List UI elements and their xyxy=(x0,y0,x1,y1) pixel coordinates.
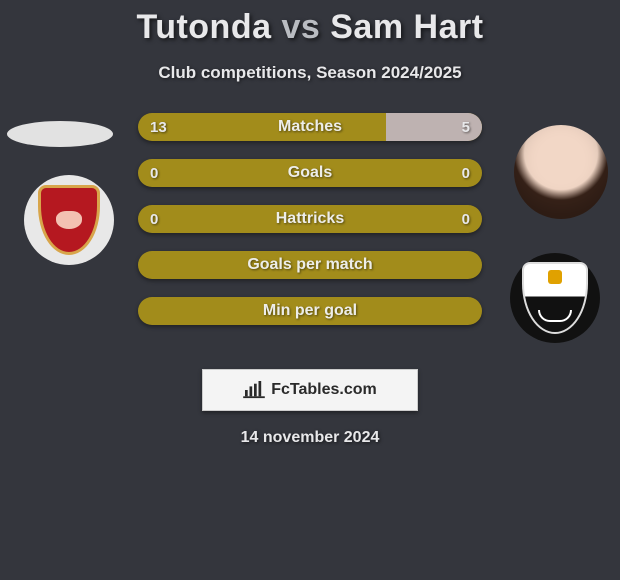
stat-label: Hattricks xyxy=(138,205,482,233)
stat-label: Matches xyxy=(138,113,482,141)
stat-right-value: 0 xyxy=(450,205,482,233)
title-vs: vs xyxy=(281,8,320,46)
player2-avatar xyxy=(514,125,608,219)
stat-right-value: 5 xyxy=(450,113,482,141)
morecambe-shield-icon xyxy=(38,185,100,255)
stat-row: Hattricks0 0 xyxy=(138,205,482,233)
stat-bars: Matches135Goals00Hattricks00Goals per ma… xyxy=(138,113,482,325)
stat-label: Goals per match xyxy=(138,251,482,279)
stat-left-value: 0 xyxy=(138,205,170,233)
stat-label: Min per goal xyxy=(138,297,482,325)
title-player1: Tutonda xyxy=(136,8,271,46)
title-player2: Sam Hart xyxy=(330,8,483,46)
footer-date: 14 november 2024 xyxy=(0,429,620,447)
stat-right-value: 0 xyxy=(450,159,482,187)
player1-club-badge xyxy=(24,175,114,265)
player2-club-badge xyxy=(510,253,600,343)
subtitle: Club competitions, Season 2024/2025 xyxy=(0,63,620,83)
stat-left-value: 13 xyxy=(138,113,179,141)
portvale-shield-icon xyxy=(522,262,588,334)
stat-row: Goals0 0 xyxy=(138,159,482,187)
player1-avatar-placeholder xyxy=(7,121,113,147)
stat-label: Goals xyxy=(138,159,482,187)
branding-badge: FcTables.com xyxy=(202,369,418,411)
stat-row: Matches13 5 xyxy=(138,113,482,141)
stat-left-value: 0 xyxy=(138,159,170,187)
branding-text: FcTables.com xyxy=(271,381,377,399)
stat-row: Goals per match xyxy=(138,251,482,279)
page-title: Tutonda vs Sam Hart xyxy=(0,0,620,47)
stat-row: Min per goal xyxy=(138,297,482,325)
comparison-area: Matches135Goals00Hattricks00Goals per ma… xyxy=(0,113,620,353)
barchart-icon xyxy=(243,381,265,399)
